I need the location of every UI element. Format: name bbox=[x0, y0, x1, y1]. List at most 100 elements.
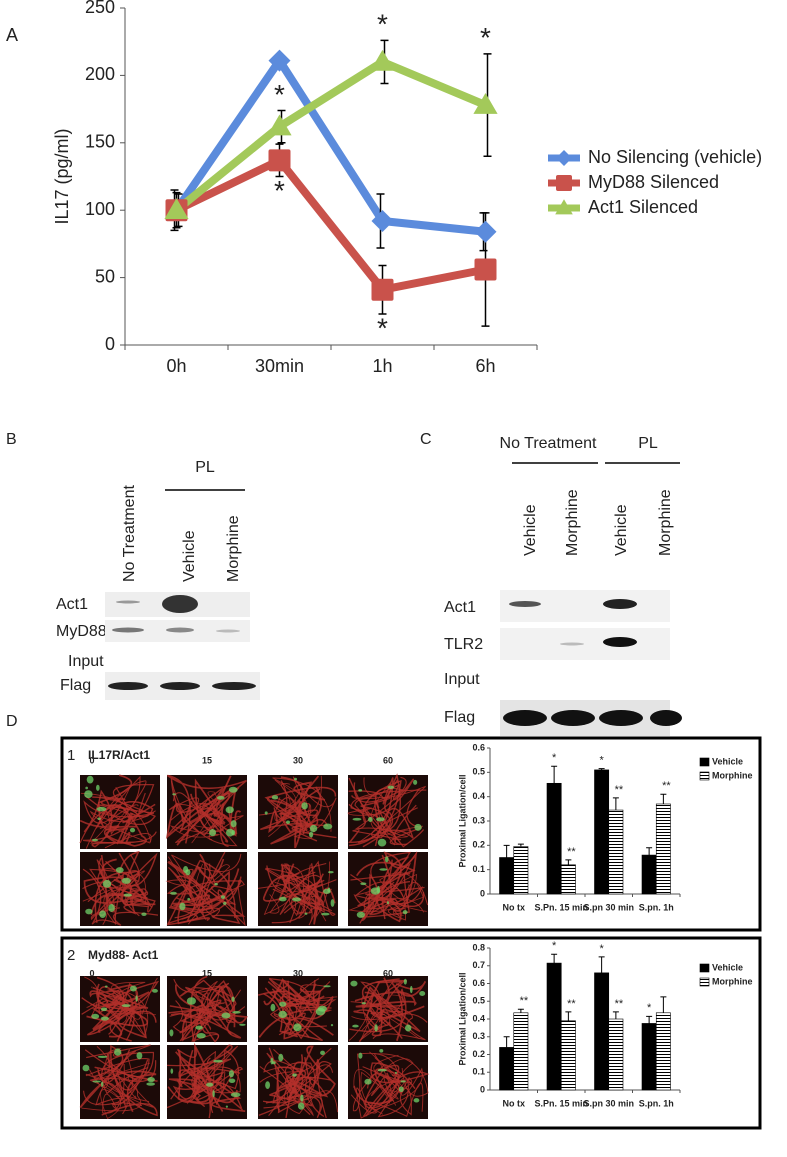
y-tick-label: 0.5 bbox=[472, 996, 485, 1006]
micrograph-fiber bbox=[366, 1065, 399, 1116]
micrograph-spot bbox=[409, 985, 413, 994]
band bbox=[166, 627, 194, 633]
micrograph-fiber bbox=[268, 980, 333, 1019]
y-axis-label: IL17 (pg/ml) bbox=[52, 128, 72, 224]
micrograph-spot bbox=[264, 811, 268, 815]
panel-number: 2 bbox=[67, 947, 75, 964]
band bbox=[560, 642, 584, 646]
x-tick-label: 0h bbox=[166, 356, 186, 376]
bar bbox=[546, 782, 562, 895]
micrograph-fiber bbox=[364, 1063, 428, 1116]
micrograph-spot bbox=[370, 887, 381, 895]
x-tick-label: 30min bbox=[255, 356, 304, 376]
micrograph-fiber bbox=[374, 1069, 422, 1110]
micrograph-spot bbox=[96, 784, 100, 791]
annotation: ** bbox=[615, 784, 624, 796]
micrograph-fiber bbox=[99, 805, 146, 846]
micrograph-fiber bbox=[269, 776, 318, 831]
micrograph-fiber bbox=[358, 777, 425, 843]
micrograph-spot bbox=[216, 795, 225, 800]
y-tick-label: 0.8 bbox=[472, 942, 485, 952]
x-tick-label: S.pn 30 min bbox=[583, 902, 634, 912]
micrograph-spot bbox=[300, 1094, 304, 1102]
bar bbox=[513, 1012, 529, 1091]
micrograph-spot bbox=[228, 1078, 236, 1083]
y-tick-label: 200 bbox=[85, 64, 115, 84]
band bbox=[603, 637, 637, 647]
micrograph-spot bbox=[377, 1068, 387, 1072]
micrograph-spot bbox=[386, 901, 389, 905]
error-bar bbox=[660, 996, 667, 1013]
legend-marker bbox=[556, 175, 572, 191]
annotation: ** bbox=[567, 846, 576, 858]
lane-label: Vehicle bbox=[522, 504, 539, 556]
legend-label: MyD88 Silenced bbox=[588, 172, 719, 192]
panel-label: A bbox=[6, 25, 18, 45]
micrograph-fiber bbox=[176, 984, 247, 1022]
micrograph-spot bbox=[419, 990, 426, 996]
content: A B C D No Treatment Vehicle Morphine PL… bbox=[6, 25, 762, 1130]
micrograph-fiber bbox=[270, 885, 326, 921]
legend-label: Morphine bbox=[712, 770, 753, 780]
annotation: ** bbox=[520, 995, 529, 1007]
micrograph-fiber bbox=[113, 993, 148, 1038]
x-tick-label: No tx bbox=[503, 902, 526, 912]
micrograph-spot bbox=[129, 827, 136, 833]
micrograph-spot bbox=[91, 838, 99, 842]
micrograph-spot bbox=[108, 904, 115, 912]
micrograph-spot bbox=[230, 1092, 241, 1098]
micrograph-fiber bbox=[176, 1052, 246, 1112]
legend-swatch bbox=[699, 963, 710, 973]
micrograph-fiber bbox=[197, 1009, 222, 1042]
micrograph-fiber bbox=[272, 864, 305, 923]
y-tick-label: 0.1 bbox=[472, 864, 485, 874]
micrograph-spot bbox=[179, 902, 186, 911]
time-label: 0 bbox=[89, 968, 94, 978]
micrograph-fiber bbox=[193, 1061, 242, 1109]
micrograph-spot bbox=[279, 896, 287, 902]
error-bar bbox=[503, 1036, 510, 1048]
band bbox=[108, 682, 148, 690]
micrograph-fiber bbox=[168, 857, 229, 904]
marker bbox=[267, 114, 292, 136]
micrograph-fiber bbox=[349, 791, 391, 847]
micrograph-spot bbox=[309, 824, 318, 833]
micrograph-spot bbox=[265, 1081, 271, 1089]
legend-label: Act1 Silenced bbox=[588, 197, 698, 217]
bar bbox=[641, 1023, 657, 1091]
legend-label: Morphine bbox=[712, 976, 753, 986]
micrograph-spot bbox=[352, 817, 362, 821]
x-tick-label: S.pn 30 min bbox=[583, 1098, 634, 1108]
micrograph-spot bbox=[278, 1010, 287, 1019]
error-bar bbox=[517, 843, 524, 847]
micrograph-fiber bbox=[267, 862, 335, 915]
micrograph-spot bbox=[172, 793, 176, 796]
marker bbox=[474, 258, 497, 281]
micrograph-spot bbox=[301, 802, 308, 810]
panel-label: B bbox=[6, 431, 17, 448]
error-bar bbox=[565, 1011, 572, 1021]
band bbox=[509, 601, 541, 607]
band bbox=[603, 599, 637, 609]
y-tick-label: 0.5 bbox=[472, 767, 485, 777]
series-line bbox=[173, 56, 486, 236]
micrograph-spot bbox=[413, 779, 418, 785]
micrograph-fiber bbox=[97, 984, 146, 1042]
error-bar bbox=[612, 1011, 619, 1019]
group-label: PL bbox=[195, 459, 215, 476]
micrograph-spot bbox=[402, 910, 408, 915]
y-axis-label: Proximal Ligation/cell bbox=[457, 972, 467, 1065]
micrograph-spot bbox=[352, 1024, 359, 1028]
micrograph-fiber bbox=[350, 781, 401, 842]
micrograph-spot bbox=[297, 1102, 305, 1110]
micrograph-spot bbox=[272, 1061, 276, 1065]
legend-marker bbox=[555, 199, 573, 215]
micrograph-fiber bbox=[354, 782, 423, 846]
micrograph-fiber bbox=[181, 980, 236, 1014]
annotation: * bbox=[552, 940, 557, 952]
micrograph-spot bbox=[82, 1064, 90, 1072]
micrograph-spot bbox=[230, 820, 237, 828]
micrograph-spot bbox=[100, 1016, 109, 1021]
panel-title: Myd88- Act1 bbox=[88, 948, 159, 962]
panel-label: D bbox=[6, 713, 18, 730]
